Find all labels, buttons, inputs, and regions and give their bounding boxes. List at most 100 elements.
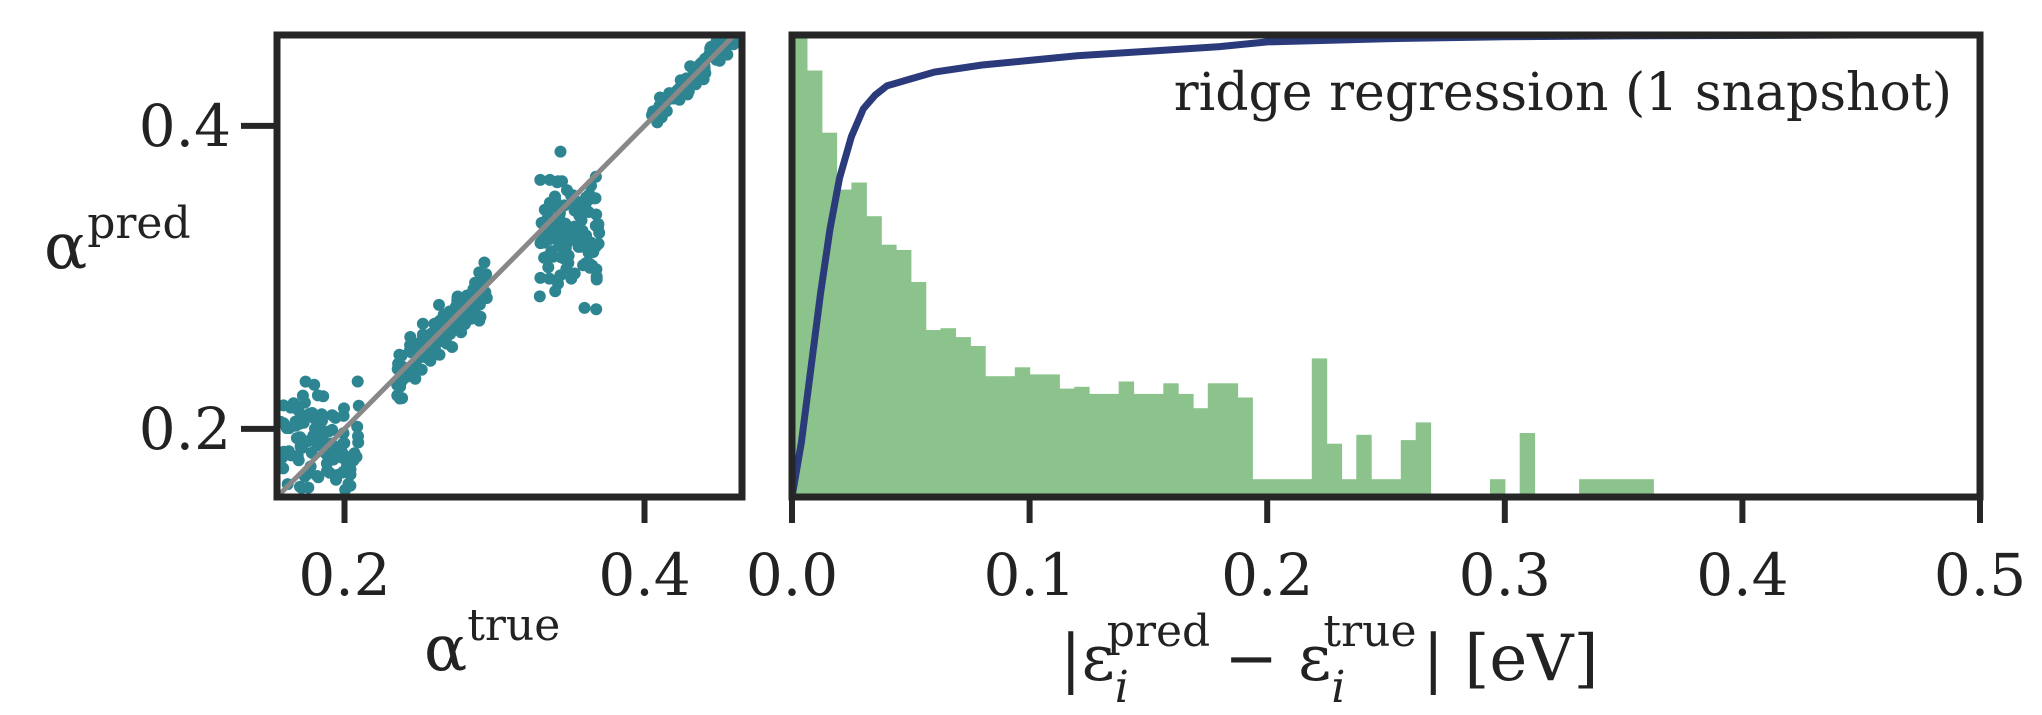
scatter-point (342, 477, 355, 490)
scatter-point (580, 196, 593, 209)
scatter-point (554, 269, 567, 282)
scatter-point (582, 206, 595, 218)
histogram-bar (1237, 397, 1253, 497)
histogram-bar (1579, 479, 1595, 497)
identity-line (277, 35, 739, 497)
histogram-bar (881, 244, 897, 497)
scatter-point (654, 91, 666, 104)
histogram-bar (1490, 479, 1506, 497)
scatter-point (395, 349, 408, 362)
scatter-x-label: αtrue (424, 600, 560, 686)
scatter-point (416, 328, 429, 341)
scatter-point (320, 457, 333, 470)
scatter-point (533, 290, 546, 303)
scatter-point (578, 301, 591, 314)
histogram-bar (1638, 479, 1654, 497)
scatter-point (295, 501, 307, 513)
scatter-point (396, 392, 409, 405)
scatter-point (728, 19, 740, 31)
histogram-bar (999, 376, 1016, 497)
scatter-point (309, 422, 321, 435)
scatter-point (562, 257, 575, 269)
histogram-bar (836, 189, 852, 497)
scatter-point (571, 222, 584, 235)
x-tick-label: 0.3 (1459, 541, 1551, 609)
histogram-bar (955, 337, 971, 497)
histogram-bar (1014, 367, 1031, 497)
histogram-bar (1103, 393, 1120, 497)
histogram-bar (896, 250, 912, 497)
scatter-point (565, 272, 578, 285)
scatter-point (585, 260, 598, 273)
scatter-point (277, 417, 290, 430)
scatter-point (682, 85, 695, 98)
scatter-point (288, 398, 301, 411)
scatter-point (351, 375, 364, 388)
x-tick-label: 0.4 (1696, 541, 1788, 609)
histogram-bar (1400, 440, 1417, 497)
scatter-x-ticks: 0.2 0.4 (298, 497, 691, 609)
x-tick-label: 0.4 (598, 541, 690, 609)
histogram-bar (1118, 381, 1135, 497)
scatter-point (473, 298, 486, 311)
scatter-point (458, 318, 471, 331)
histogram-bar (1371, 479, 1387, 497)
x-tick-label: 0.1 (983, 541, 1075, 609)
histogram-x-label: |εipred − εitrue| [eV] (1060, 606, 1598, 713)
scatter-point (577, 230, 590, 243)
histogram-bar (985, 376, 1001, 497)
histogram-annotation: ridge regression (1 snapshot) (1174, 63, 1952, 123)
scatter-point (547, 225, 560, 238)
y-tick-label: 0.2 (139, 395, 231, 463)
scatter-point (336, 437, 349, 450)
scatter-point (589, 219, 602, 232)
scatter-point (542, 261, 555, 274)
histogram-bar (792, 35, 808, 497)
histogram-bar (1044, 374, 1060, 497)
histogram-bar (1059, 388, 1075, 497)
scatter-point (538, 203, 551, 216)
scatter-point (295, 481, 308, 494)
scatter-point (336, 466, 349, 479)
scatter-point (308, 378, 321, 391)
scatter-point (311, 470, 324, 482)
histogram-bar (1029, 374, 1046, 497)
histogram-bar (1296, 479, 1313, 497)
histogram-bar (1608, 479, 1625, 497)
x-tick-label: 0.2 (298, 541, 390, 609)
histogram-bar (1623, 479, 1640, 497)
scatter-point (322, 425, 335, 438)
scatter-point (562, 223, 575, 236)
scatter-point (306, 407, 319, 419)
histogram-frame (788, 31, 1984, 501)
scatter-point (337, 409, 350, 422)
histogram-bars (792, 35, 1654, 497)
histogram-bar (1415, 422, 1432, 497)
histogram-bar (910, 282, 927, 497)
scatter-point (296, 389, 309, 402)
scatter-point (440, 337, 453, 350)
scatter-point (555, 233, 568, 246)
scatter-point (311, 389, 324, 402)
scatter-point (410, 339, 423, 352)
histogram-bar (1386, 479, 1402, 497)
scatter-point (568, 204, 581, 217)
histogram-bar (1282, 479, 1298, 497)
histogram-bar (1193, 408, 1209, 497)
scatter-point (551, 176, 564, 189)
histogram-bar (1133, 393, 1149, 497)
scatter-point (554, 145, 567, 158)
scatter-point (352, 430, 364, 443)
scatter-point (340, 450, 353, 463)
histogram-bar (1356, 434, 1372, 497)
histogram-bar (1148, 393, 1164, 497)
scatter-point (291, 449, 304, 462)
scatter-panel: 0.2 0.4 0.2 0.4 αtrue αpred (44, 19, 746, 686)
scatter-frame (273, 31, 746, 501)
histogram-bar (925, 330, 942, 497)
scatter-point (590, 273, 603, 286)
scatter-point (433, 298, 445, 311)
x-tick-label: 0.0 (746, 541, 838, 609)
histogram-bar (1326, 443, 1343, 497)
